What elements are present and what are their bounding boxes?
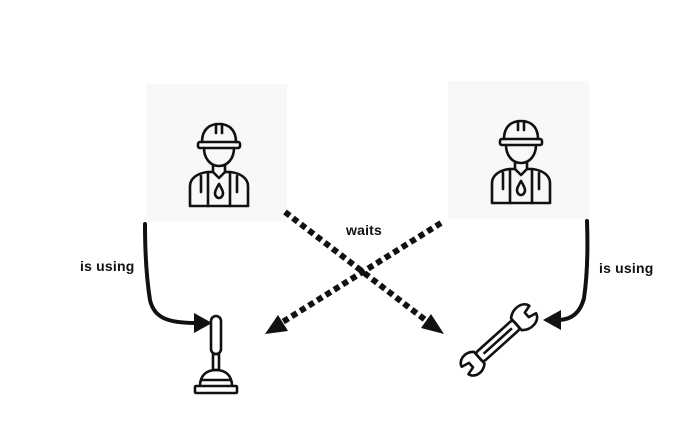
waits-arrow-to-wrench [283,209,430,325]
waits-arrowhead-plunger [265,315,288,334]
uses-arrow-left [143,222,198,325]
uses-arrowhead-left [194,313,212,333]
waits-arrowhead-wrench [421,314,444,334]
worker-card-left [146,84,287,222]
worker-icon [490,119,552,205]
worker-card-right [448,81,589,219]
uses-arrowhead-right [543,310,561,330]
uses-arrow-right [556,219,590,322]
wrench-icon [459,303,539,377]
waits-arrow-to-plunger [279,220,443,326]
is-using-label-right: is using [599,260,654,276]
waits-label: waits [346,222,383,238]
plunger-icon [193,314,239,395]
is-using-label-left: is using [80,258,135,274]
worker-icon [188,122,250,208]
